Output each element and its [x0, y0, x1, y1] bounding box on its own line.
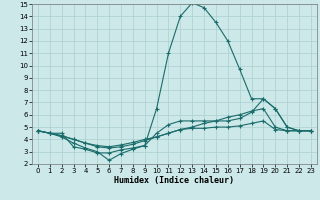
X-axis label: Humidex (Indice chaleur): Humidex (Indice chaleur) [115, 176, 234, 185]
